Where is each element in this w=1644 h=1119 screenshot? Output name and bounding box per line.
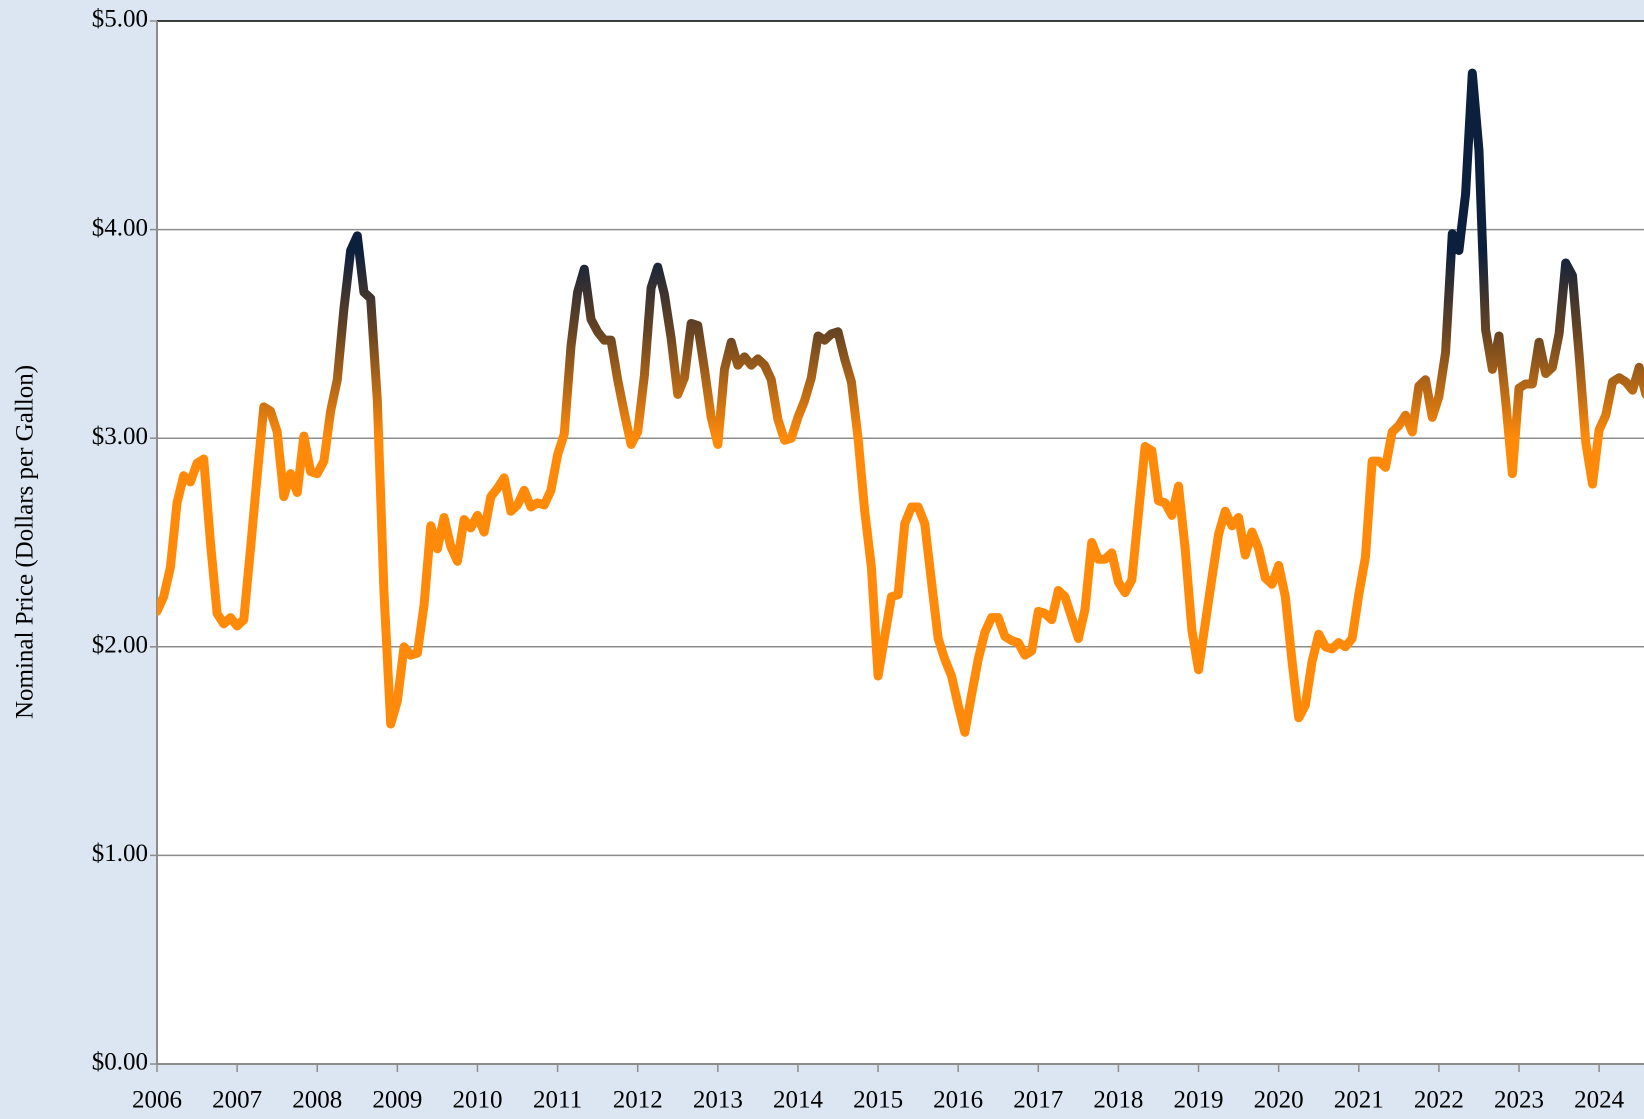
x-tick-label: 2009 (372, 1087, 422, 1114)
y-tick-label: $0.00 (92, 1049, 148, 1076)
x-tick-label: 2021 (1334, 1087, 1384, 1114)
x-tick-label: 2020 (1254, 1087, 1304, 1114)
x-tick-label: 2018 (1093, 1087, 1143, 1114)
x-tick-label: 2007 (212, 1087, 262, 1114)
x-tick-label: 2011 (533, 1087, 582, 1114)
y-tick-label: $5.00 (92, 6, 148, 33)
y-axis-label: Nominal Price (Dollars per Gallon) (12, 365, 39, 719)
x-tick-label: 2022 (1414, 1087, 1464, 1114)
x-tick-label: 2019 (1174, 1087, 1224, 1114)
x-tick-label: 2012 (613, 1087, 663, 1114)
x-tick-label: 2010 (452, 1087, 502, 1114)
x-tick-label: 2008 (292, 1087, 342, 1114)
x-tick-label: 2014 (773, 1087, 824, 1114)
x-tick-label: 2024 (1574, 1087, 1625, 1114)
y-tick-label: $3.00 (92, 423, 148, 450)
y-tick-label: $4.00 (92, 214, 148, 241)
x-tick-label: 2016 (933, 1087, 983, 1114)
y-tick-label: $1.00 (92, 840, 148, 867)
x-tick-label: 2015 (853, 1087, 903, 1114)
x-tick-label: 2017 (1013, 1087, 1063, 1114)
x-tick-label: 2013 (693, 1087, 743, 1114)
x-tick-label: 2023 (1494, 1087, 1544, 1114)
x-tick-label: 2006 (132, 1087, 182, 1114)
y-tick-label: $2.00 (92, 632, 148, 659)
price-line (157, 68, 1644, 737)
